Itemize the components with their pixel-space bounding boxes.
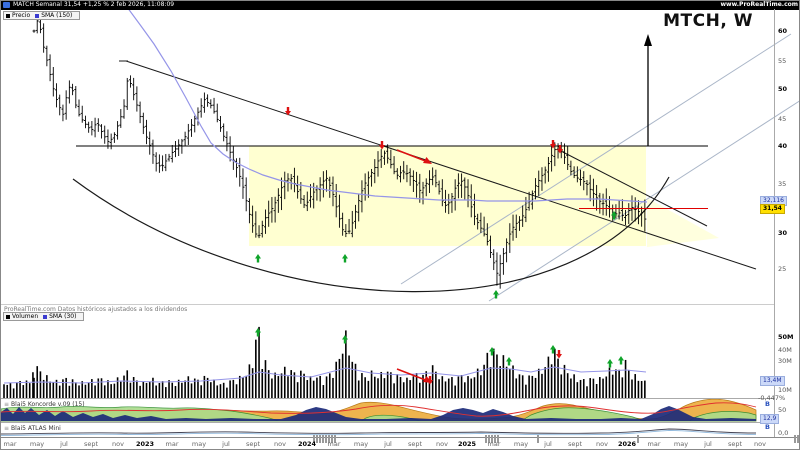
axis-label: may	[29, 440, 45, 448]
axis-label: 0,0	[778, 429, 789, 437]
axis-label: may	[673, 440, 689, 448]
volume-bars	[3, 326, 647, 398]
volume-swatch-icon	[6, 314, 10, 319]
volume-legend: Volumen SMA (30)	[3, 312, 85, 321]
axis-label: mar	[487, 440, 501, 448]
axis-scroll-markers[interactable]	[313, 435, 799, 443]
axis-label: nov	[274, 440, 286, 448]
axis-label: nov	[596, 440, 608, 448]
axis-label: sept	[245, 440, 261, 448]
volume-sma-swatch-icon	[43, 314, 48, 319]
axis-label: mar	[3, 440, 17, 448]
axis-label: 60	[778, 27, 788, 35]
website-link[interactable]: www.ProRealTime.com	[720, 1, 798, 8]
axis-label: 10M	[778, 386, 792, 394]
axis-label: nov	[754, 440, 766, 448]
last-price-tag: 31,54	[760, 204, 785, 214]
axis-label: 2023	[135, 440, 155, 448]
panel-separators	[1, 9, 799, 438]
axis-label: sept	[407, 440, 423, 448]
highlight-zones	[249, 146, 719, 247]
axis-label: 50	[778, 85, 788, 93]
axis-label: 30	[778, 229, 788, 237]
axis-label: mar	[647, 440, 661, 448]
axis-label: B	[765, 400, 770, 408]
axis-label: 45	[778, 115, 787, 123]
axis-label: jul	[60, 440, 68, 448]
menu-icon: ≡	[4, 425, 10, 432]
axis-label: 55	[778, 57, 787, 65]
legend-volume[interactable]: Volumen	[6, 313, 38, 320]
instrument-summary: MATCH Semanal 31,54 +1,25 % 2 feb 2026, …	[13, 1, 175, 8]
symbol-label: MTCH, W	[663, 11, 753, 31]
axis-label: 25	[778, 265, 787, 273]
axis-label: B	[765, 423, 770, 431]
atlas-label[interactable]: ≡ Blai5 ATLAS Mini	[4, 425, 61, 432]
koncorde-indicator	[1, 398, 757, 422]
menu-icon: ≡	[4, 401, 10, 408]
sma-swatch-icon	[35, 13, 40, 18]
axis-label: may	[353, 440, 369, 448]
app-icon[interactable]	[3, 2, 10, 8]
price-swatch-icon	[6, 13, 10, 18]
legend-sma150[interactable]: SMA (150)	[35, 12, 72, 19]
axis-label: 40	[778, 142, 788, 150]
price-legend: Precio SMA (150)	[3, 11, 81, 20]
axis-label: 40M	[778, 346, 792, 354]
top-bar: MATCH Semanal 31,54 +1,25 % 2 feb 2026, …	[1, 1, 799, 9]
axis-label: sept	[567, 440, 583, 448]
source-note: ProRealTime.com Datos históricos ajustad…	[4, 306, 188, 313]
signal-arrows	[255, 34, 708, 385]
axis-label: 50	[778, 406, 787, 414]
axis-label: nov	[112, 440, 124, 448]
trendline-drawings[interactable]	[72, 33, 800, 302]
axis-label: 35	[778, 180, 787, 188]
axis-label: may	[513, 440, 529, 448]
koncorde-label[interactable]: ≡ Blai5 Koncorde v.09 (15)	[4, 401, 85, 408]
axis-label: jul	[384, 440, 392, 448]
axis-label: sept	[83, 440, 99, 448]
atlas-indicator	[1, 428, 757, 436]
axis-label: -0,447%	[758, 394, 786, 402]
koncorde-value-tag: 12,9	[760, 414, 780, 424]
axis-label: 2025	[457, 440, 477, 448]
axis-label: jul	[704, 440, 712, 448]
axis-label: nov	[436, 440, 448, 448]
axis-label: 50M	[778, 333, 794, 341]
legend-price[interactable]: Precio	[6, 12, 30, 19]
axis-label: 2026	[617, 440, 637, 448]
axis-label: jul	[222, 440, 230, 448]
axis-label: may	[191, 440, 207, 448]
axis-label: sept	[727, 440, 743, 448]
axis-label: mar	[327, 440, 341, 448]
axis-label: 30M	[778, 357, 792, 365]
legend-volume-sma[interactable]: SMA (30)	[43, 313, 76, 320]
axis-label: 2024	[297, 440, 317, 448]
axis-label: mar	[165, 440, 179, 448]
axis-label: jul	[544, 440, 552, 448]
price-bars	[32, 6, 648, 289]
volume-sma-tag: 13,4M	[760, 376, 785, 386]
